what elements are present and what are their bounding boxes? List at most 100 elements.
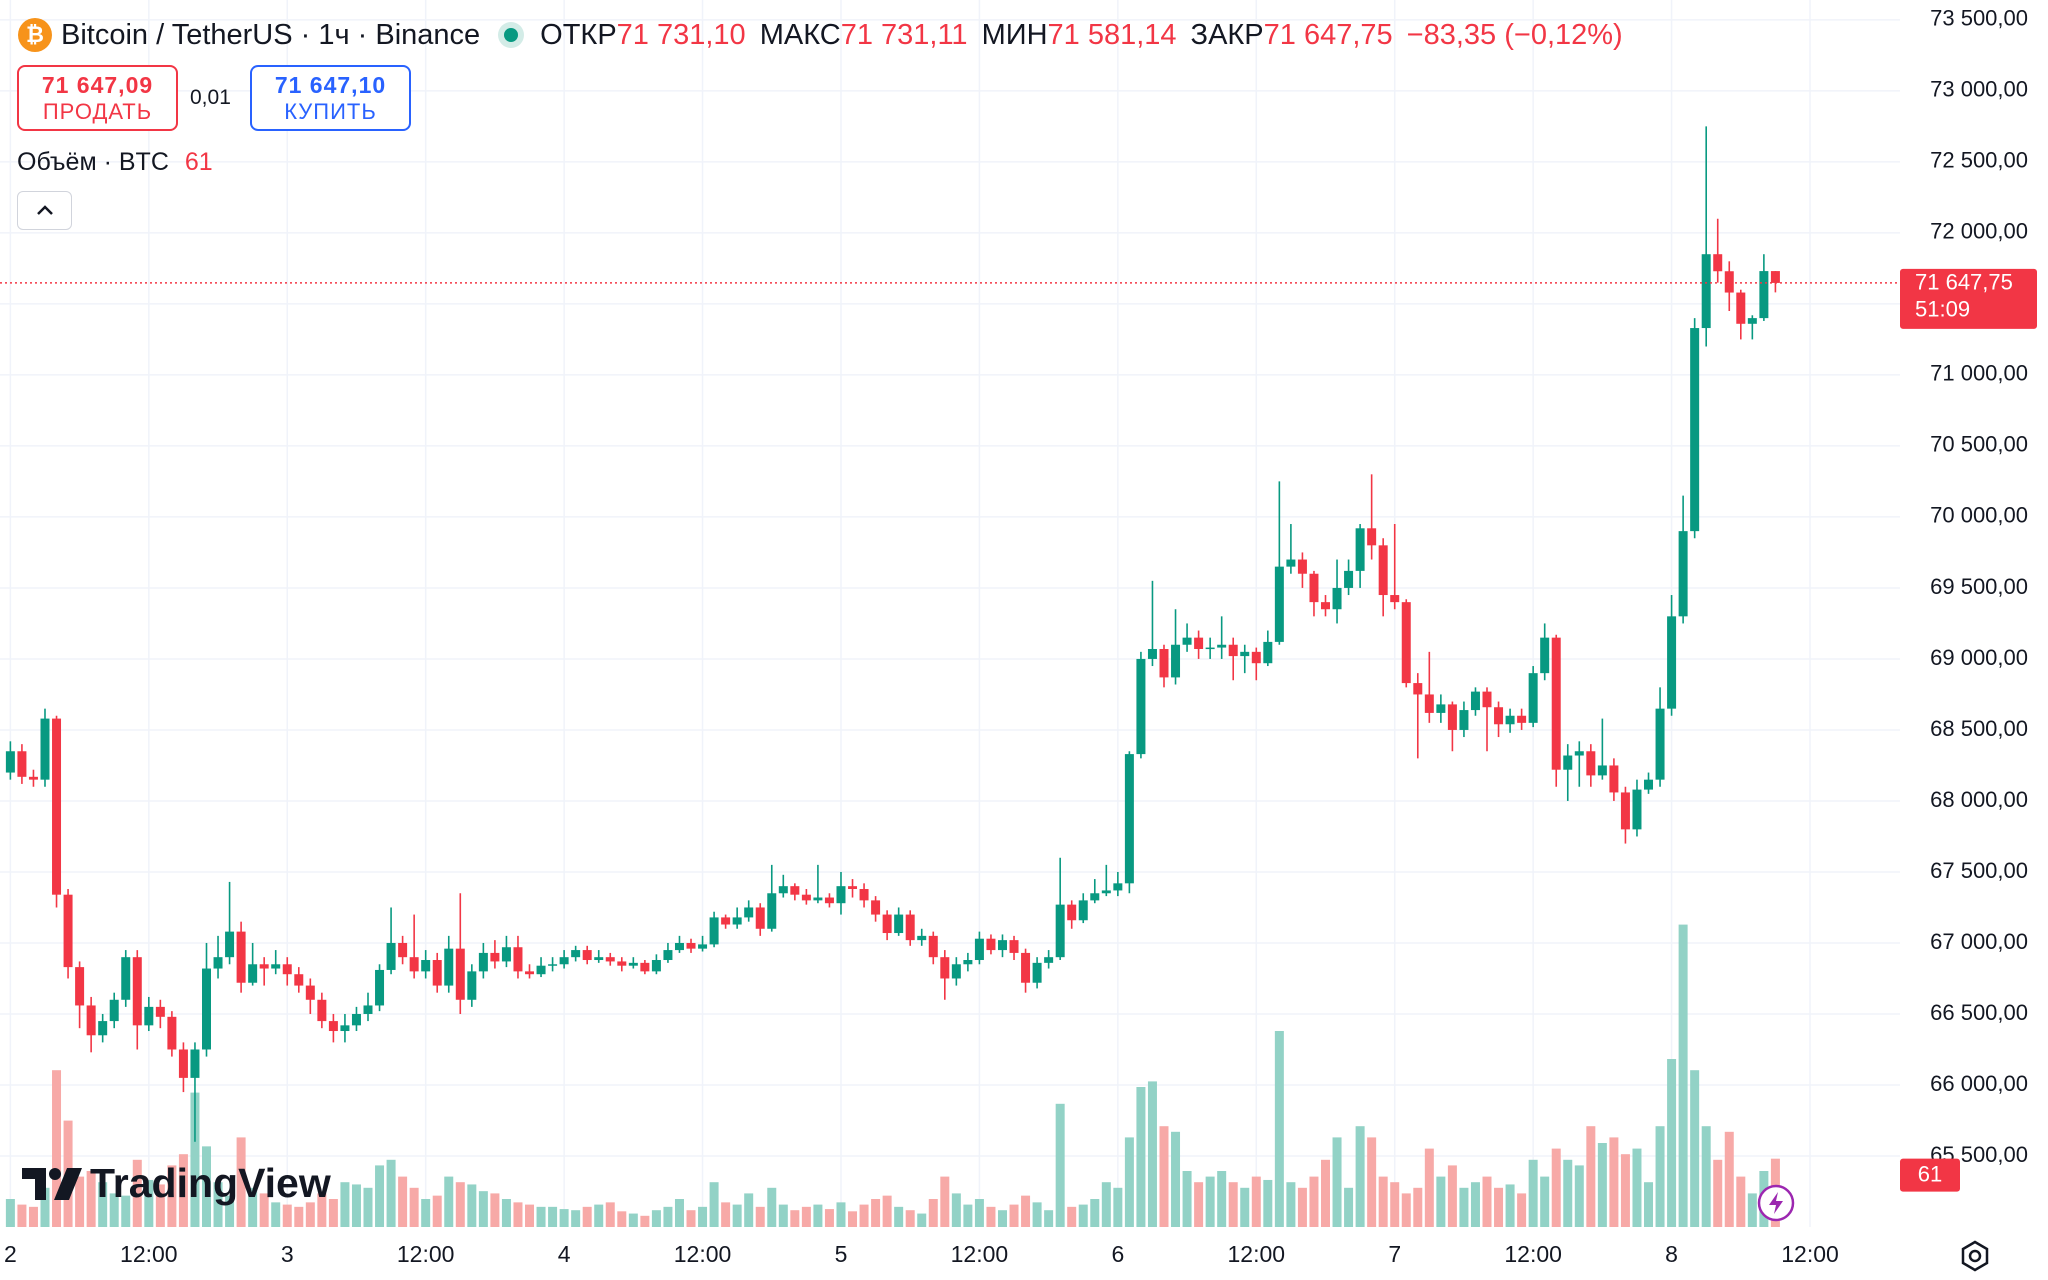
volume-bar <box>1724 1131 1734 1227</box>
candle-body <box>40 718 50 780</box>
volume-bar <box>1378 1176 1388 1227</box>
candle-body <box>1574 751 1584 756</box>
candle-body <box>1332 587 1342 610</box>
y-tick-label: 66 000,00 <box>1930 1071 2028 1096</box>
volume-tag-label: 61 <box>1918 1161 1942 1186</box>
candle-body <box>1436 704 1446 713</box>
grid <box>0 0 1900 1227</box>
last-price-tag <box>1900 268 2037 329</box>
candle-body <box>1055 904 1065 958</box>
candle-body <box>617 961 627 966</box>
volume-bar <box>178 1154 188 1227</box>
volume-bar <box>917 1213 927 1227</box>
candle-body <box>651 960 661 972</box>
collapse-button[interactable] <box>17 191 72 230</box>
candle-body <box>1413 683 1423 695</box>
volume-bar <box>409 1187 419 1227</box>
candle-body <box>1470 691 1480 711</box>
candle-body <box>1274 566 1284 642</box>
x-tick-label: 7 <box>1388 1241 1401 1267</box>
volume-bar <box>1182 1171 1192 1227</box>
x-tick-label: 12:00 <box>1228 1241 1286 1267</box>
volume-bar <box>848 1211 858 1227</box>
volume-bar <box>1101 1182 1111 1227</box>
volume-bar <box>582 1206 592 1227</box>
volume-bar <box>86 1171 96 1227</box>
candle-body <box>824 897 834 904</box>
volume-bar <box>790 1210 800 1227</box>
candle-body <box>1609 765 1619 793</box>
volume-bar <box>328 1199 338 1227</box>
sell-button[interactable]: 71 647,09 ПРОДАТЬ <box>17 65 178 131</box>
candle-body <box>409 957 419 972</box>
volume-bar <box>801 1206 811 1227</box>
candle-body <box>559 957 569 965</box>
volume-bar <box>5 1199 15 1227</box>
candle-body <box>282 964 292 975</box>
volume-bar <box>571 1210 581 1227</box>
y-tick-label: 69 000,00 <box>1930 645 2028 670</box>
volume-bar <box>421 1199 431 1227</box>
volume-bar <box>1044 1210 1054 1227</box>
candle-body <box>1667 616 1677 709</box>
volume-bar <box>271 1202 281 1227</box>
volume-bar <box>478 1191 488 1227</box>
y-tick-label: 68 500,00 <box>1930 716 2028 741</box>
buy-price: 71 647,10 <box>274 71 387 98</box>
x-tick-label: 12:00 <box>951 1241 1009 1267</box>
candle-body <box>1194 637 1204 650</box>
volume-bar <box>1447 1165 1457 1227</box>
lightning-button[interactable] <box>1756 1183 1796 1223</box>
buy-label: КУПИТЬ <box>284 98 377 124</box>
volume-bar <box>559 1209 569 1227</box>
y-tick-label: 70 000,00 <box>1930 503 2028 528</box>
candle-body <box>1367 528 1377 546</box>
volume-bar <box>455 1182 465 1227</box>
volume-bar <box>1505 1184 1515 1227</box>
candle-body <box>467 971 477 1000</box>
x-tick-label: 12:00 <box>397 1241 455 1267</box>
sell-price: 71 647,09 <box>41 71 154 98</box>
candle-body <box>732 917 742 925</box>
candle-body <box>109 999 119 1022</box>
candle-body <box>1644 779 1654 790</box>
volume-bar <box>755 1206 765 1227</box>
volume-bar <box>940 1176 950 1227</box>
candle-body <box>974 938 984 961</box>
volume-bar <box>17 1204 27 1227</box>
buy-button[interactable]: 71 647,10 КУПИТЬ <box>250 65 411 131</box>
settings-button[interactable] <box>1955 1236 1995 1276</box>
candle-body <box>213 957 223 969</box>
volume-bar <box>663 1206 673 1227</box>
y-tick-label: 73 500,00 <box>1930 6 2028 31</box>
volume-bar <box>305 1202 315 1227</box>
volume-bar <box>225 1195 235 1227</box>
volume-bar <box>317 1193 327 1227</box>
candle-body <box>178 1049 188 1078</box>
x-tick-label: 5 <box>835 1241 848 1267</box>
volume-bar <box>40 1187 50 1227</box>
x-tick-label: 2 <box>4 1241 17 1267</box>
time-axis-bg <box>0 1227 2048 1280</box>
candle-body <box>928 935 938 958</box>
candle-body <box>98 1021 108 1036</box>
low-label: МИН <box>981 18 1048 51</box>
symbol[interactable]: Bitcoin / TetherUS · 1ч · Binance <box>61 18 481 51</box>
logo-mark <box>22 1167 82 1200</box>
volume-bar <box>1251 1176 1261 1227</box>
candle-body <box>490 952 500 962</box>
volume-bar <box>974 1199 984 1227</box>
candle-body <box>248 964 258 983</box>
candle-body <box>813 897 823 901</box>
candle-body <box>951 964 961 979</box>
candle-body <box>1113 883 1123 891</box>
volume-bar <box>894 1206 904 1227</box>
volume-bar <box>1159 1126 1169 1227</box>
price-axis-bg <box>1900 0 2048 1280</box>
candle-body <box>640 962 650 972</box>
y-tick-label: 72 500,00 <box>1930 148 2028 173</box>
volume-bar <box>121 1195 131 1227</box>
volume-bar <box>52 1070 62 1227</box>
candle-body <box>525 971 535 975</box>
